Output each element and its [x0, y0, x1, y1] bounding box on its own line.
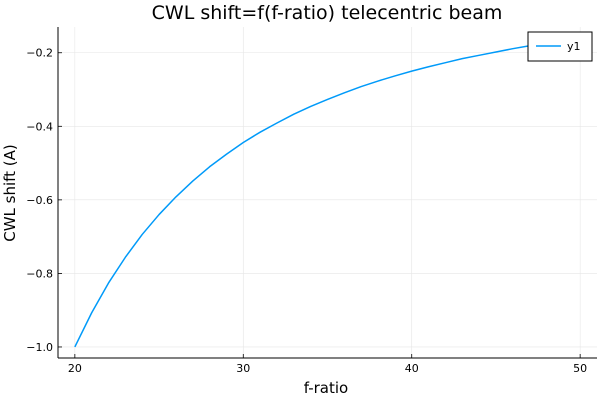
x-tick-label: 40	[405, 362, 419, 375]
grid	[58, 27, 597, 358]
y-tick-label: −0.4	[26, 120, 53, 133]
y-axis-label: CWL shift (A)	[1, 144, 19, 242]
series-line-y1	[74, 37, 581, 348]
series-group	[74, 37, 581, 348]
legend: y1	[527, 31, 593, 62]
y-tick-label: −1.0	[26, 341, 53, 354]
chart-title: CWL shift=f(f-ratio) telecentric beam	[152, 2, 503, 24]
axes	[57, 27, 597, 359]
legend-label: y1	[567, 40, 581, 53]
x-axis-label: f-ratio	[304, 379, 348, 397]
x-tick-label: 50	[573, 362, 587, 375]
y-tick-label: −0.8	[26, 267, 53, 280]
y-tick-label: −0.2	[26, 47, 53, 60]
y-tick-label: −0.6	[26, 194, 53, 207]
tick-labels: 20 30 40 50 −1.0 −0.8 −0.6 −0.4 −0.2	[26, 47, 587, 375]
x-tick-label: 30	[236, 362, 250, 375]
x-tick-label: 20	[68, 362, 82, 375]
